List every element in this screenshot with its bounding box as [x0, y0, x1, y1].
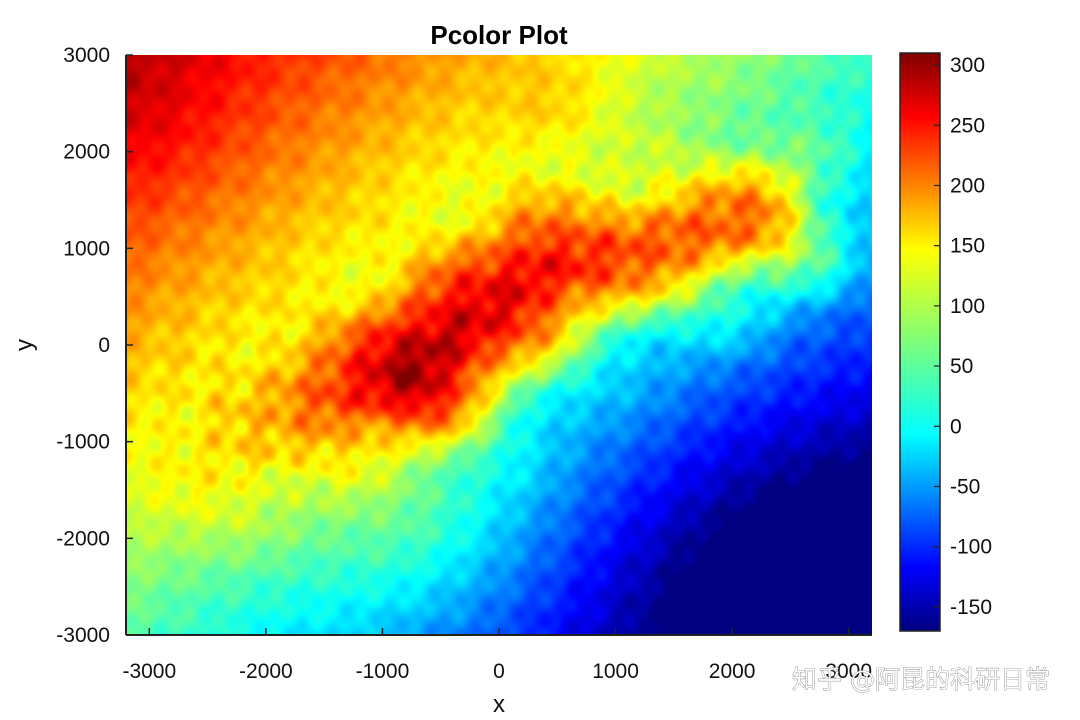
y-tick-label: 1000: [63, 237, 110, 260]
colorbar-tick-label: 200: [950, 174, 985, 197]
colorbar-tick-label: 150: [950, 235, 985, 258]
y-tick-label: 2000: [63, 141, 110, 164]
chart-title: Pcolor Plot: [430, 20, 568, 50]
watermark: 知乎 @阿昆的科研日常: [792, 665, 1050, 694]
colorbar-tick-label: 50: [950, 355, 973, 378]
y-axis-label: y: [11, 339, 38, 351]
colorbar-tick-label: 300: [950, 54, 985, 77]
x-tick-label: 3000: [825, 660, 872, 683]
colorbar-tick-label: 100: [950, 295, 985, 318]
colorbar-ticks: -150 -100 -50 0 50 100 150 200 250 300: [934, 54, 992, 619]
x-tick-label: -1000: [356, 660, 410, 683]
heatmap-image: [126, 55, 872, 635]
colorbar-tick-label: -50: [950, 476, 980, 499]
y-tick-label: 3000: [63, 44, 110, 67]
y-axis: -3000 -2000 -1000 0 1000 2000 3000: [56, 44, 133, 647]
x-axis: -3000 -2000 -1000 0 1000 2000 3000: [122, 628, 872, 683]
x-tick-label: 0: [493, 660, 505, 683]
y-tick-label: -2000: [56, 527, 110, 550]
x-axis-label: x: [493, 691, 505, 718]
colorbar: [899, 52, 941, 632]
colorbar-tick-label: -150: [950, 596, 992, 619]
x-tick-label: -2000: [239, 660, 293, 683]
x-tick-label: -3000: [122, 660, 176, 683]
y-tick-label: -1000: [56, 431, 110, 454]
x-tick-label: 2000: [709, 660, 756, 683]
y-tick-label: -3000: [56, 624, 110, 647]
x-tick-label: 1000: [592, 660, 639, 683]
y-tick-label: 0: [98, 334, 110, 357]
colorbar-tick-label: 0: [950, 415, 962, 438]
colorbar-tick-label: 250: [950, 114, 985, 137]
colorbar-tick-label: -100: [950, 536, 992, 559]
